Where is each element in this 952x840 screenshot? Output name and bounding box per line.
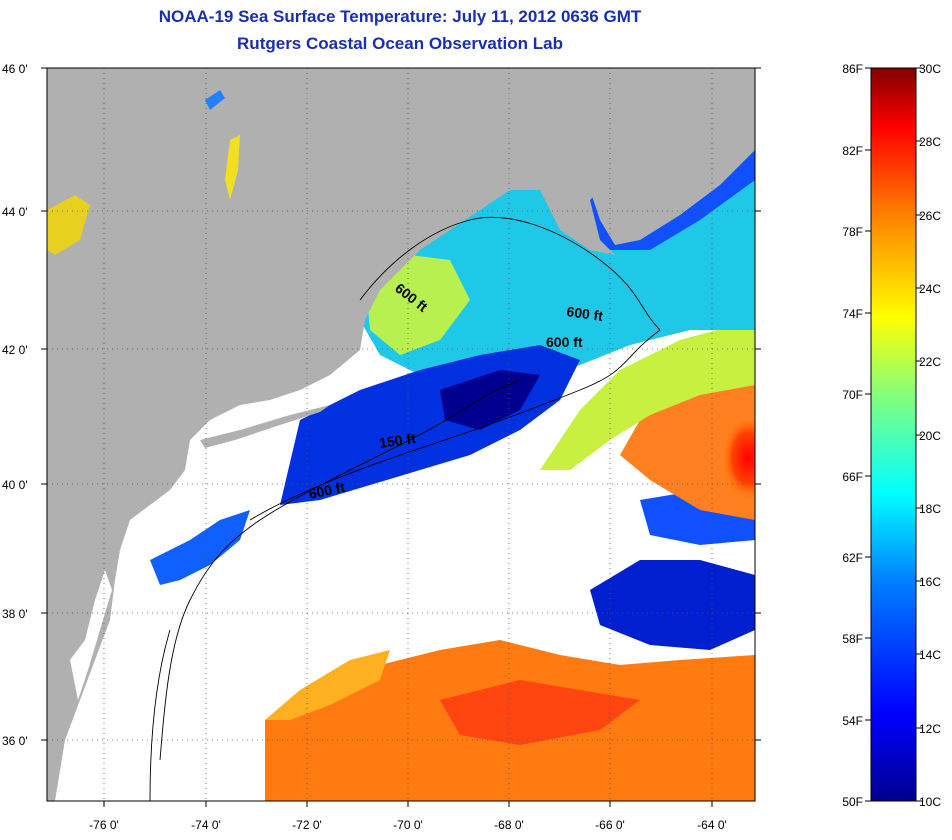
gulf-stream-orange-edge (265, 650, 390, 720)
warm-water-east (620, 380, 755, 520)
nova-scotia-land (590, 90, 755, 245)
cb-label-74f: 74F (842, 307, 863, 321)
contour-label-600ft-3: 600 ft (546, 334, 583, 350)
temperature-colorbar (870, 67, 917, 802)
lon-label-64: -64 0' (697, 818, 727, 832)
long-island-land (200, 405, 330, 448)
cold-patches-east (590, 560, 755, 650)
slope-water-yellow (540, 320, 755, 470)
lat-label-40: 40 0' (2, 478, 28, 492)
cb-label-22c: 22C (919, 355, 941, 369)
inland-yellow-lake (47, 195, 90, 255)
contour-label-600ft-2: 600 ft (566, 303, 605, 324)
cb-label-26c: 26C (919, 209, 941, 223)
cb-label-82f: 82F (842, 144, 863, 158)
cb-label-20c: 20C (919, 429, 941, 443)
lon-label-76: -76 0' (89, 818, 119, 832)
warm-eddy (722, 416, 755, 500)
lon-label-66: -66 0' (595, 818, 625, 832)
axis-ticks (41, 67, 761, 807)
gulf-stream-hot-core (440, 680, 640, 745)
land-mass (47, 68, 755, 801)
contour-600ft-north (359, 216, 661, 331)
lat-label-46: 46 0' (2, 62, 28, 76)
map-subtitle: Rutgers Coastal Ocean Observation Lab (237, 34, 563, 53)
shelf-water-dark (440, 370, 540, 430)
contour-label-150ft: 150 ft (378, 430, 417, 451)
lon-label-72: -72 0' (292, 818, 322, 832)
lat-label-42: 42 0' (2, 343, 28, 357)
georges-bank-yellow (365, 255, 470, 355)
lat-label-38: 38 0' (2, 607, 28, 621)
cb-label-62f: 62F (842, 551, 863, 565)
cb-label-54f: 54F (842, 714, 863, 728)
cb-label-58f: 58F (842, 632, 863, 646)
cb-label-12c: 12C (919, 722, 941, 736)
contour-150ft (159, 379, 521, 761)
map-frame (46, 67, 756, 802)
map-panel (47, 68, 755, 801)
southern-shelf-patches (150, 510, 250, 585)
lon-label-74: -74 0' (191, 818, 221, 832)
cb-label-70f: 70F (842, 388, 863, 402)
contour-label-600ft-4: 600 ft (307, 479, 346, 502)
lon-label-70: -70 0' (393, 818, 423, 832)
cb-label-14c: 14C (919, 648, 941, 662)
cb-label-18c: 18C (919, 502, 941, 516)
colorbar-ticks (865, 67, 922, 802)
lon-label-68: -68 0' (494, 818, 524, 832)
inland-streak-1 (225, 135, 240, 200)
cb-label-16c: 16C (919, 575, 941, 589)
contour-offshore (149, 629, 171, 801)
cb-label-30c: 30C (919, 62, 941, 76)
cb-label-86f: 86F (842, 62, 863, 76)
cb-label-24c: 24C (919, 282, 941, 296)
map-title: NOAA-19 Sea Surface Temperature: July 11… (158, 7, 642, 26)
cb-label-66f: 66F (842, 470, 863, 484)
lat-label-44: 44 0' (2, 205, 28, 219)
inland-blue-patch (205, 90, 225, 110)
cb-label-28c: 28C (919, 135, 941, 149)
contour-600ft-shelf (249, 329, 661, 521)
grid-lines (47, 68, 755, 801)
inland-water (70, 570, 112, 700)
cb-label-78f: 78F (842, 225, 863, 239)
lat-label-36: 36 0' (2, 734, 28, 748)
cb-label-50f: 50F (842, 795, 863, 809)
cb-label-10c: 10C (919, 795, 941, 809)
